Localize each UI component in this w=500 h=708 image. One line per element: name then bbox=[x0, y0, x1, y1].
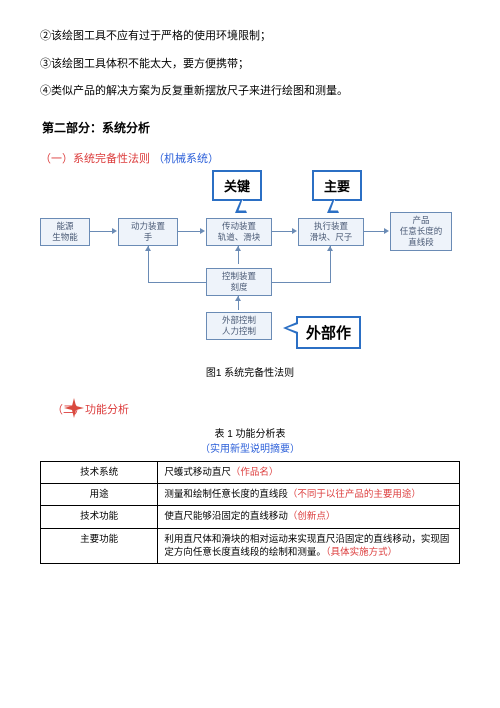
arrow-4 bbox=[364, 231, 385, 232]
node-exec: 执行装置 滑块、尺子 bbox=[298, 218, 364, 246]
callout-key: 关键 bbox=[212, 170, 262, 201]
callout-ext-tail-inner bbox=[287, 324, 298, 332]
table-row-label: 主要功能 bbox=[41, 528, 158, 564]
arrow-3-head bbox=[292, 228, 297, 234]
table-row-value: 利用直尺体和滑块的相对运动来实现直尺沿固定的直线移动，实现固定方向任意长度直线段… bbox=[158, 528, 460, 564]
node-product-l2: 任意长度的 bbox=[394, 226, 448, 237]
arrow-1 bbox=[90, 231, 113, 232]
node-external: 外部控制 人力控制 bbox=[206, 312, 272, 340]
link-ctrl-ext-head bbox=[235, 296, 241, 301]
callout-key-tail-inner bbox=[239, 199, 247, 210]
figure-1-flowchart: 关键 主要 能源 生物能 动力装置 手 传动装置 轨道、滑块 执行装置 滑块、尺… bbox=[40, 170, 460, 360]
arrow-3 bbox=[272, 231, 293, 232]
node-control: 控制装置 刻度 bbox=[206, 268, 272, 296]
arrow-2 bbox=[178, 231, 201, 232]
callout-main: 主要 bbox=[312, 170, 362, 201]
fb-ctrl-power-v bbox=[148, 246, 149, 283]
node-power: 动力装置 手 bbox=[118, 218, 178, 246]
fb-ctrl-power-h bbox=[148, 282, 206, 283]
node-energy-l2: 生物能 bbox=[44, 232, 86, 243]
link-trans-ctrl-head bbox=[235, 246, 241, 251]
table-row-value: 测量和绘制任意长度的直线段（不同于以往产品的主要用途） bbox=[158, 484, 460, 506]
callout-ext: 外部作 bbox=[296, 316, 361, 349]
table-row: 技术功能使直尺能够沿固定的直线移动（创新点） bbox=[41, 506, 460, 528]
node-product-l3: 直线段 bbox=[394, 237, 448, 248]
node-control-l1: 控制装置 bbox=[210, 271, 268, 282]
arrow-4-head bbox=[384, 228, 389, 234]
table-row: 主要功能利用直尺体和滑块的相对运动来实现直尺沿固定的直线移动，实现固定方向任意长… bbox=[41, 528, 460, 564]
fb-ctrl-power-head bbox=[145, 246, 151, 251]
table-row-value: 尺蠖式移动直尺（作品名） bbox=[158, 461, 460, 483]
para-2: ②该绘图工具不应有过于严格的使用环境限制； bbox=[40, 28, 460, 46]
node-energy-l1: 能源 bbox=[44, 221, 86, 232]
star-icon bbox=[64, 398, 84, 418]
node-trans-l2: 轨道、滑块 bbox=[210, 232, 268, 243]
callout-main-text: 主要 bbox=[324, 179, 350, 194]
figure-1-caption: 图1 系统完备性法则 bbox=[40, 364, 460, 379]
fb-ctrl-exec-h bbox=[272, 282, 330, 283]
node-power-l1: 动力装置 bbox=[122, 221, 174, 232]
table-1-subtitle: （实用新型说明摘要） bbox=[40, 440, 460, 455]
node-trans: 传动装置 轨道、滑块 bbox=[206, 218, 272, 246]
node-product-l1: 产品 bbox=[394, 215, 448, 226]
callout-ext-text: 外部作 bbox=[306, 325, 351, 342]
table-row-label: 用途 bbox=[41, 484, 158, 506]
arrow-1-head bbox=[112, 228, 117, 234]
subheading-1: （一）系统完备性法则 （机械系统） bbox=[40, 150, 460, 166]
node-control-l2: 刻度 bbox=[210, 282, 268, 293]
sub1-blue: （机械系统） bbox=[153, 153, 219, 165]
node-product: 产品 任意长度的 直线段 bbox=[390, 212, 452, 251]
fb-ctrl-exec-head bbox=[327, 246, 333, 251]
table-row: 技术系统尺蠖式移动直尺（作品名） bbox=[41, 461, 460, 483]
node-exec-l1: 执行装置 bbox=[302, 221, 360, 232]
node-external-l1: 外部控制 bbox=[210, 315, 268, 326]
sub1-red: （一）系统完备性法则 bbox=[40, 153, 150, 165]
table-row-value: 使直尺能够沿固定的直线移动（创新点） bbox=[158, 506, 460, 528]
node-exec-l2: 滑块、尺子 bbox=[302, 232, 360, 243]
callout-main-tail-inner bbox=[331, 199, 339, 210]
table-row-label: 技术系统 bbox=[41, 461, 158, 483]
para-4: ④类似产品的解决方案为反复重新摆放尺子来进行绘图和测量。 bbox=[40, 83, 460, 101]
table-1: 技术系统尺蠖式移动直尺（作品名）用途测量和绘制任意长度的直线段（不同于以往产品的… bbox=[40, 461, 460, 564]
section2-title: 第二部分：系统分析 bbox=[42, 119, 460, 136]
table-1-title: 表 1 功能分析表 bbox=[40, 425, 460, 440]
arrow-2-head bbox=[200, 228, 205, 234]
node-energy: 能源 生物能 bbox=[40, 218, 90, 246]
table-row: 用途测量和绘制任意长度的直线段（不同于以往产品的主要用途） bbox=[41, 484, 460, 506]
fb-ctrl-exec-v bbox=[330, 246, 331, 283]
para-3: ③该绘图工具体积不能太大，要方便携带； bbox=[40, 56, 460, 74]
node-external-l2: 人力控制 bbox=[210, 326, 268, 337]
table-row-label: 技术功能 bbox=[41, 506, 158, 528]
node-power-l2: 手 bbox=[122, 232, 174, 243]
node-trans-l1: 传动装置 bbox=[210, 221, 268, 232]
callout-key-text: 关键 bbox=[224, 179, 250, 194]
